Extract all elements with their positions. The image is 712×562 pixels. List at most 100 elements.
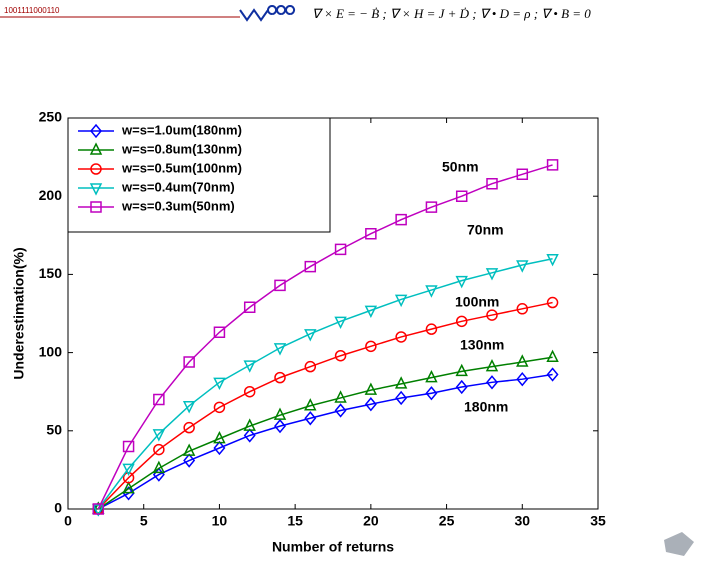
header-equations: ∇ × E = − Ḃ ; ∇ × H = J + Ḋ ; ∇ • D = ρ …: [312, 6, 591, 21]
data-point: [213, 326, 226, 339]
x-tick-label: 10: [212, 513, 228, 529]
y-tick-label: 200: [39, 187, 63, 203]
data-point: [182, 443, 196, 456]
data-point: [364, 397, 377, 412]
data-point: [92, 503, 105, 515]
data-point: [334, 390, 347, 403]
legend-label: w=s=0.8um(130nm): [121, 141, 242, 156]
data-point: [153, 393, 165, 406]
data-point: [243, 428, 256, 443]
data-point: [455, 363, 468, 377]
data-point: [395, 331, 407, 343]
data-point: [122, 463, 135, 477]
data-point: [546, 349, 559, 363]
data-point: [273, 343, 287, 356]
data-point: [365, 340, 377, 353]
legend-marker: [89, 183, 103, 196]
data-point: [425, 285, 438, 298]
data-point: [364, 305, 378, 319]
annotation: 180nm: [464, 399, 508, 415]
data-point: [455, 315, 468, 328]
data-point: [274, 418, 286, 434]
data-point: [334, 349, 347, 362]
header-code: 1001111000110: [4, 6, 60, 15]
legend-label: w=s=1.0um(180nm): [121, 122, 242, 137]
data-point: [243, 418, 256, 431]
data-point: [213, 401, 226, 414]
y-tick-label: 50: [46, 422, 62, 438]
legend-marker: [90, 163, 102, 175]
data-point: [152, 460, 166, 474]
series-line: [97, 301, 553, 510]
series-line: [97, 258, 553, 510]
data-point: [334, 316, 347, 329]
data-point: [182, 401, 196, 414]
data-point: [425, 386, 438, 401]
data-point: [394, 294, 408, 308]
data-point: [304, 398, 317, 411]
data-point: [274, 279, 286, 292]
data-point: [486, 375, 498, 390]
data-point: [304, 260, 317, 273]
legend-marker: [89, 142, 103, 155]
annotation: 130nm: [460, 337, 504, 353]
y-axis-label: Underestimation(%): [11, 247, 27, 379]
data-point: [485, 268, 499, 281]
legend-marker: [90, 123, 102, 139]
series-line: [97, 164, 553, 510]
data-point: [92, 504, 105, 517]
data-point: [213, 377, 226, 390]
x-tick-label: 5: [140, 513, 148, 529]
axes-box: [67, 117, 599, 510]
annotation: 100nm: [455, 294, 499, 310]
data-point: [486, 309, 498, 321]
x-tick-label: 25: [439, 513, 455, 529]
y-tick-label: 100: [39, 343, 63, 359]
data-point: [274, 371, 286, 384]
y-tick-label: 150: [39, 265, 63, 281]
data-point: [516, 372, 529, 387]
data-point: [455, 379, 468, 395]
data-point: [334, 403, 347, 418]
x-tick-label: 30: [514, 513, 530, 529]
x-tick-label: 20: [363, 513, 379, 529]
legend-label: w=s=0.3um(50nm): [121, 198, 235, 213]
data-point: [92, 501, 105, 514]
data-point: [183, 356, 195, 368]
data-point: [365, 227, 377, 240]
data-point: [213, 430, 226, 444]
data-point: [334, 243, 347, 256]
data-point: [243, 385, 256, 398]
data-point: [425, 323, 438, 335]
series-line: [97, 356, 553, 510]
data-point: [183, 421, 195, 434]
data-point: [516, 260, 529, 273]
data-point: [455, 275, 468, 289]
data-point: [122, 440, 135, 453]
data-point: [304, 360, 317, 373]
data-point: [183, 453, 196, 468]
corner-icon: [664, 532, 694, 556]
data-point: [395, 390, 408, 406]
data-point: [516, 303, 529, 315]
annotation: 50nm: [442, 159, 479, 175]
data-point: [153, 443, 165, 456]
series-line: [97, 373, 553, 510]
annotation: 70nm: [467, 222, 504, 238]
data-point: [516, 354, 529, 367]
data-point: [273, 407, 287, 420]
data-point: [546, 296, 559, 309]
data-point: [304, 411, 317, 426]
data-point: [425, 369, 438, 383]
data-point: [122, 480, 135, 494]
legend-box: [67, 117, 331, 233]
data-point: [546, 367, 559, 382]
data-point: [425, 201, 438, 213]
data-point: [455, 190, 468, 202]
legend-label: w=s=0.4um(70nm): [121, 179, 235, 194]
data-point: [243, 360, 256, 373]
data-point: [516, 168, 529, 181]
y-tick-label: 0: [54, 500, 62, 516]
data-point: [546, 254, 559, 267]
